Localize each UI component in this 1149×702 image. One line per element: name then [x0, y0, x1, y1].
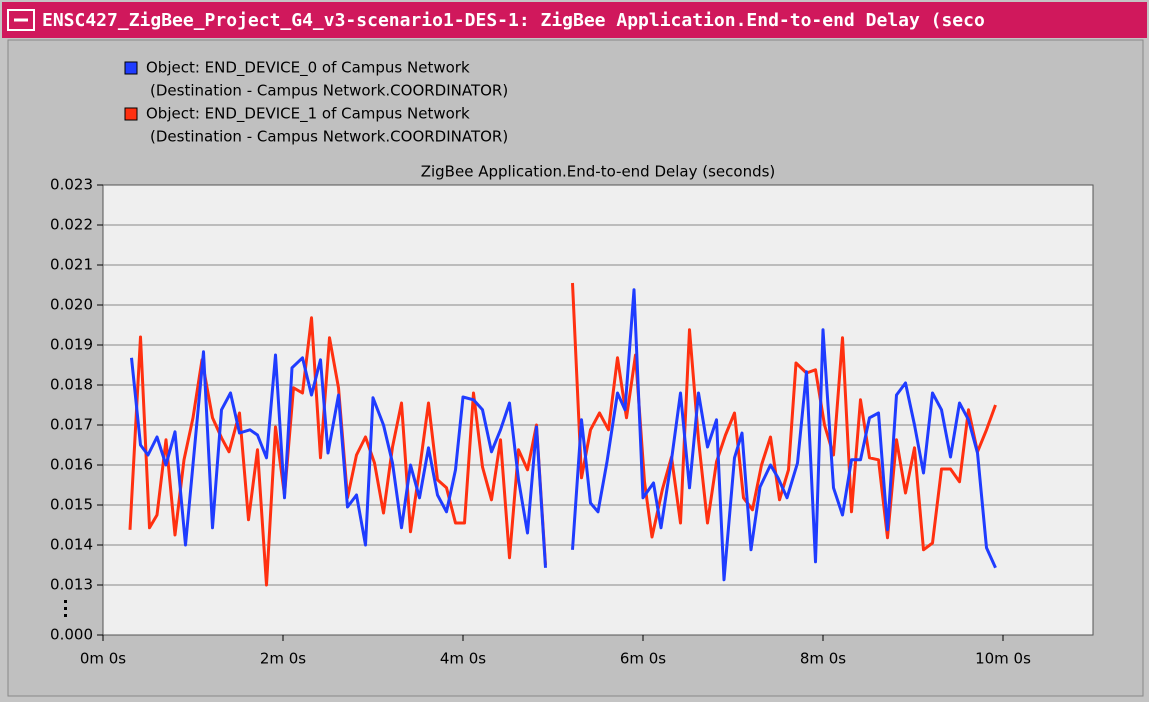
y-tick-label: 0.017 [50, 416, 93, 434]
y-tick-label: 0.021 [50, 256, 93, 274]
legend-detail: (Destination - Campus Network.COORDINATO… [150, 128, 508, 146]
x-tick-label: 4m 0s [440, 650, 486, 668]
legend-swatch [124, 61, 138, 75]
plot-area [102, 184, 1094, 636]
y-tick-label: 0.023 [50, 176, 93, 194]
y-tick-label: 0.020 [50, 296, 93, 314]
y-tick-label: 0.013 [50, 576, 93, 594]
window-title: ENSC427_ZigBee_Project_G4_v3-scenario1-D… [42, 10, 985, 31]
series-line [128, 282, 997, 587]
y-tick-label: 0.019 [50, 336, 93, 354]
legend-detail: (Destination - Campus Network.COORDINATO… [150, 82, 508, 100]
x-tick-label: 0m 0s [80, 650, 126, 668]
y-tick-label: 0.015 [50, 496, 93, 514]
break-dot [64, 600, 67, 603]
series-line [130, 288, 997, 582]
legend-label: Object: END_DEVICE_0 of Campus Network [146, 59, 470, 78]
x-tick-label: 8m 0s [800, 650, 846, 668]
y-tick-label: 0.000 [50, 626, 93, 644]
y-tick-label: 0.022 [50, 216, 93, 234]
x-tick-label: 2m 0s [260, 650, 306, 668]
y-tick-label: 0.018 [50, 376, 93, 394]
title-bar[interactable] [2, 2, 1147, 38]
legend-label: Object: END_DEVICE_1 of Campus Network [146, 105, 470, 124]
chart-title: ZigBee Application.End-to-end Delay (sec… [421, 163, 776, 181]
legend-swatch [124, 107, 138, 121]
y-tick-label: 0.014 [50, 536, 93, 554]
y-tick-label: 0.016 [50, 456, 93, 474]
break-dot [64, 614, 67, 617]
break-dot [64, 607, 67, 610]
axis-break [64, 600, 67, 617]
x-tick-label: 10m 0s [975, 650, 1031, 668]
x-tick-label: 6m 0s [620, 650, 666, 668]
